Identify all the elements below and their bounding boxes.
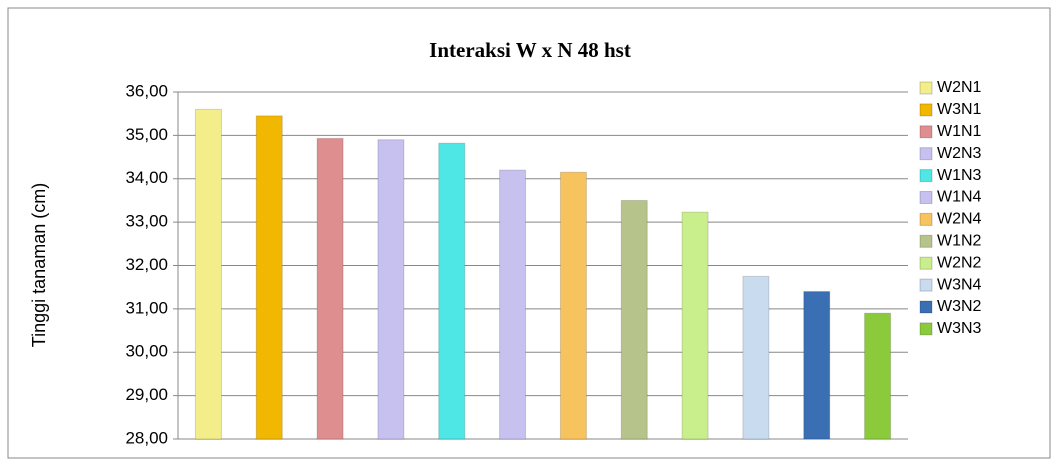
legend-swatch [919, 81, 933, 95]
legend-label: W2N4 [937, 211, 982, 228]
legend-label: W3N3 [937, 320, 982, 337]
legend-swatch [919, 212, 933, 226]
bar [255, 115, 283, 440]
y-tick-label: 35,00 [125, 125, 168, 144]
chart-title: Interaksi W x N 48 hst [429, 38, 631, 62]
y-tick-label: 28,00 [125, 428, 168, 447]
legend-label: W1N2 [937, 233, 982, 250]
legend-swatch [919, 234, 933, 248]
legend-label: W3N1 [937, 101, 982, 118]
bar [742, 275, 770, 440]
legend-swatch [919, 300, 933, 314]
bar [559, 171, 587, 440]
legend-label: W3N4 [937, 276, 982, 293]
legend-swatch [919, 147, 933, 161]
bar [377, 139, 405, 440]
y-tick-label: 30,00 [125, 342, 168, 361]
legend-label: W2N1 [937, 79, 982, 96]
bar [499, 169, 527, 440]
bar [620, 199, 648, 440]
bar [194, 108, 222, 440]
legend-label: W1N4 [937, 189, 982, 206]
y-tick-label: 36,00 [125, 81, 168, 100]
y-tick-label: 31,00 [125, 298, 168, 317]
legend-swatch [919, 125, 933, 139]
bar [316, 137, 344, 440]
legend-label: W2N2 [937, 254, 982, 271]
y-axis-label: Tinggi tanaman (cm) [29, 183, 49, 347]
legend-label: W1N1 [937, 123, 982, 140]
bar [803, 291, 831, 440]
legend-swatch [919, 278, 933, 292]
legend-swatch [919, 322, 933, 336]
bar [681, 211, 709, 440]
y-tick-label: 33,00 [125, 212, 168, 231]
legend-swatch [919, 103, 933, 117]
legend-swatch [919, 256, 933, 270]
legend-label: W3N2 [937, 298, 982, 315]
y-tick-label: 34,00 [125, 168, 168, 187]
legend-swatch [919, 191, 933, 204]
legend-label: W1N3 [937, 167, 982, 184]
legend-swatch [919, 169, 933, 183]
bar [438, 142, 466, 440]
bar [864, 312, 892, 440]
y-tick-label: 32,00 [125, 255, 168, 274]
legend-label: W2N3 [937, 145, 982, 162]
y-tick-label: 29,00 [125, 385, 168, 404]
